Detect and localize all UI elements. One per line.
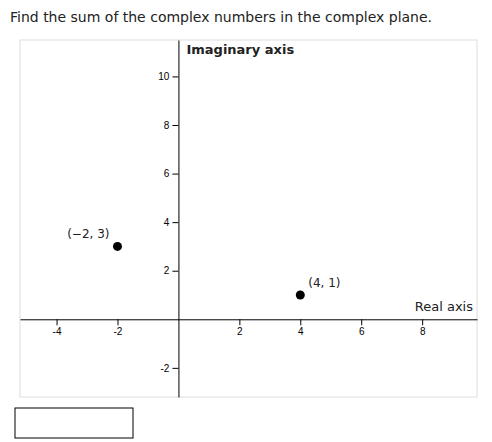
- y-tick-mark: [172, 222, 178, 223]
- point: [113, 242, 122, 251]
- point-label: (−2, 3): [67, 227, 109, 241]
- y-tick-mark: [172, 174, 178, 175]
- points: [113, 242, 305, 300]
- y-tick-mark: [172, 76, 178, 77]
- x-tick: -4: [53, 319, 62, 337]
- x-tick: 6: [359, 319, 365, 337]
- point-label: (4, 1): [308, 276, 340, 290]
- x-axis-title: Real axis: [415, 299, 473, 314]
- x-tick-label: -2: [114, 326, 123, 337]
- y-axis: -2 2 4 6 8 10: [158, 41, 179, 398]
- y-tick: 10: [158, 71, 178, 82]
- y-tick: 2: [164, 265, 179, 276]
- y-axis-title: Imaginary axis: [186, 42, 294, 57]
- x-tick-mark: [117, 319, 118, 325]
- x-tick-mark: [300, 319, 301, 325]
- x-tick-label: 4: [298, 326, 304, 337]
- y-tick-label: -2: [161, 363, 170, 374]
- y-tick-label: 4: [164, 217, 170, 228]
- title: Find the sum of the complex numbers in t…: [10, 9, 432, 25]
- y-tick-label: 6: [164, 168, 170, 179]
- x-tick: 4: [298, 319, 304, 337]
- y-tick: 8: [164, 120, 179, 131]
- y-tick-mark: [172, 125, 178, 126]
- y-tick-label: 2: [164, 265, 170, 276]
- x-axis: -4 -2 2 4 6 8: [21, 319, 478, 337]
- plot-frame: [20, 40, 477, 397]
- x-tick: 2: [237, 319, 243, 337]
- x-tick-label: 2: [237, 326, 243, 337]
- point-labels: (−2, 3) (4, 1): [67, 227, 340, 290]
- y-tick: 6: [164, 168, 179, 179]
- x-tick-mark: [422, 319, 423, 325]
- chart: Find the sum of the complex numbers in t…: [0, 0, 492, 442]
- answer-box: [15, 408, 133, 438]
- point: [296, 291, 305, 300]
- y-tick-mark: [172, 271, 178, 272]
- x-axis-line: [21, 319, 478, 320]
- y-tick-label: 8: [164, 120, 170, 131]
- plot: -4 -2 2 4 6 8 -2 2 4 6 8 10 (−2, 3) (4, 1) Real axis Im…: [20, 40, 478, 398]
- y-axis-line: [178, 41, 179, 398]
- x-tick-label: -4: [53, 326, 62, 337]
- y-tick: -2: [161, 363, 179, 374]
- y-tick: 4: [164, 217, 179, 228]
- x-tick: -2: [114, 319, 123, 337]
- x-tick-mark: [239, 319, 240, 325]
- x-tick-label: 8: [420, 326, 426, 337]
- x-tick-mark: [361, 319, 362, 325]
- x-tick-label: 6: [359, 326, 365, 337]
- y-tick-mark: [172, 368, 178, 369]
- x-tick-mark: [57, 319, 58, 325]
- x-tick: 8: [420, 319, 426, 337]
- y-tick-label: 10: [158, 71, 170, 82]
